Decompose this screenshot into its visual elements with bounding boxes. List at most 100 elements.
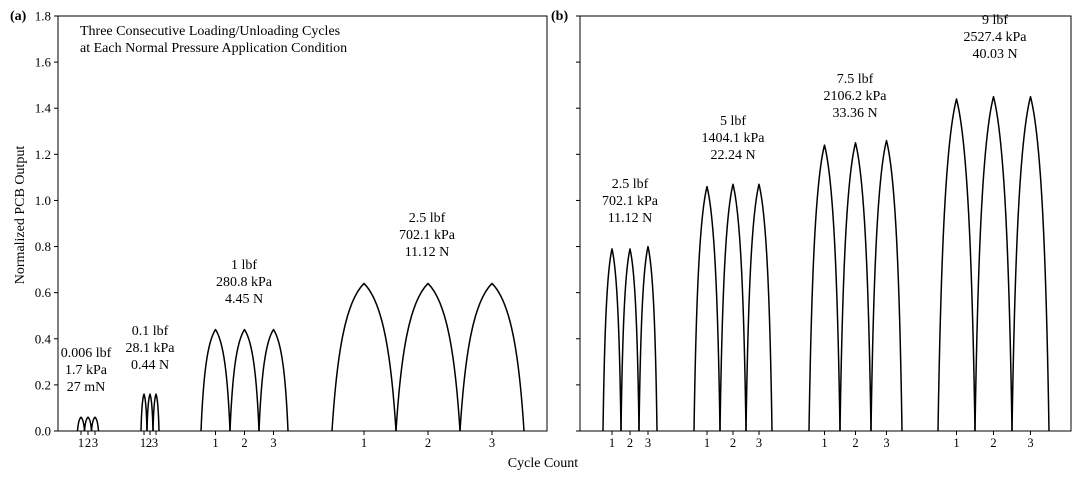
x-tick-label: 2 bbox=[146, 436, 152, 450]
cycle-peak bbox=[83, 416, 93, 432]
x-tick-label: 3 bbox=[489, 436, 495, 450]
x-tick-label: 1 bbox=[953, 436, 959, 450]
x-tick-label: 2 bbox=[730, 436, 736, 450]
y-tick-label: 1.6 bbox=[35, 55, 52, 70]
cycle-peak bbox=[459, 282, 525, 432]
x-tick-label: 1 bbox=[821, 436, 827, 450]
x-tick-label: 1 bbox=[140, 436, 146, 450]
x-tick-label: 2 bbox=[627, 436, 633, 450]
cycle-peak bbox=[808, 144, 841, 432]
cycle-peak bbox=[693, 185, 721, 432]
x-tick-label: 2 bbox=[241, 436, 247, 450]
x-tick-label: 3 bbox=[645, 436, 651, 450]
y-axis-label: Normalized PCB Output bbox=[13, 146, 28, 285]
cycle-peak bbox=[719, 183, 747, 432]
x-tick-label: 2 bbox=[852, 436, 858, 450]
y-tick-label: 0.0 bbox=[35, 424, 51, 439]
panel-a-label: (a) bbox=[10, 9, 27, 24]
group-label: 28.1 kPa bbox=[126, 341, 176, 356]
group-label: 5 lbf bbox=[720, 114, 746, 129]
group-label: 2527.4 kPa bbox=[964, 30, 1028, 45]
group-label: 2106.2 kPa bbox=[824, 89, 888, 104]
cycle-peak bbox=[76, 416, 86, 432]
group-label: 33.36 N bbox=[832, 106, 877, 121]
x-tick-label: 3 bbox=[1027, 436, 1033, 450]
x-tick-label: 1 bbox=[704, 436, 710, 450]
y-tick-label: 0.2 bbox=[35, 377, 51, 392]
cycle-peak bbox=[870, 139, 903, 432]
group-label: 40.03 N bbox=[972, 47, 1017, 62]
group-label: 1.7 kPa bbox=[65, 363, 108, 378]
panel-b-group-labels: 2.5 lbf 702.1 kPa 11.12 N 5 lbf 1404.1 kPa 22… bbox=[602, 13, 1027, 226]
y-tick-label: 1.4 bbox=[35, 101, 52, 116]
panel-a: (a) Three Consecutive Loading/Unloading … bbox=[10, 9, 548, 450]
cycle-peak bbox=[152, 393, 160, 432]
panel-b-curves bbox=[602, 95, 1050, 432]
x-tick-label: 3 bbox=[883, 436, 889, 450]
panel-a-frame bbox=[57, 15, 548, 432]
x-tick-label: 2 bbox=[990, 436, 996, 450]
group-label: 1404.1 kPa bbox=[702, 131, 766, 146]
group-label: 11.12 N bbox=[608, 211, 653, 226]
x-tick-label: 1 bbox=[361, 436, 367, 450]
group-label: 11.12 N bbox=[405, 245, 450, 260]
cycle-peak bbox=[638, 245, 658, 432]
cycle-peak bbox=[937, 98, 976, 432]
x-tick-label: 1 bbox=[78, 436, 84, 450]
group-label: 2.5 lbf bbox=[409, 211, 446, 226]
cycle-peak bbox=[620, 248, 640, 432]
group-label: 0.44 N bbox=[131, 358, 169, 373]
cycle-peak bbox=[745, 183, 773, 432]
group-label: 22.24 N bbox=[710, 148, 755, 163]
y-tick-label: 0.4 bbox=[35, 331, 52, 346]
x-tick-label: 2 bbox=[85, 436, 91, 450]
cycle-peak bbox=[258, 328, 289, 432]
cycle-peak bbox=[200, 328, 231, 432]
cycle-peak bbox=[331, 282, 397, 432]
panel-b-label: (b) bbox=[551, 9, 568, 24]
x-tick-label: 1 bbox=[212, 436, 218, 450]
x-tick-label: 3 bbox=[756, 436, 762, 450]
group-label: 702.1 kPa bbox=[399, 228, 456, 243]
cycle-peak bbox=[602, 248, 622, 432]
group-label: 7.5 lbf bbox=[837, 72, 874, 87]
y-tick-label: 0.8 bbox=[35, 239, 51, 254]
group-label: 2.5 lbf bbox=[612, 177, 649, 192]
cycle-peak bbox=[1011, 95, 1050, 432]
cycle-peak bbox=[146, 393, 154, 432]
group-label: 4.45 N bbox=[225, 292, 263, 307]
x-tick-label: 3 bbox=[92, 436, 98, 450]
group-label: 702.1 kPa bbox=[602, 194, 659, 209]
cycle-peak bbox=[90, 416, 100, 432]
panel-a-curves bbox=[76, 282, 525, 432]
x-tick-label: 3 bbox=[270, 436, 276, 450]
x-tick-label: 3 bbox=[152, 436, 158, 450]
cycle-peak bbox=[839, 142, 872, 432]
y-tick-label: 1.2 bbox=[35, 147, 51, 162]
group-label: 280.8 kPa bbox=[216, 275, 273, 290]
panel-a-annotation-line-2: at Each Normal Pressure Application Cond… bbox=[80, 41, 347, 56]
panel-b-frame bbox=[579, 15, 1072, 432]
group-label: 1 lbf bbox=[231, 258, 257, 273]
panel-a-group-labels: 0.006 lbf 1.7 kPa 27 mN 0.1 lbf 28.1 kPa 0.44… bbox=[61, 211, 456, 395]
group-label: 9 lbf bbox=[982, 13, 1008, 28]
y-tick-label: 1.0 bbox=[35, 193, 51, 208]
cycle-peak bbox=[229, 328, 260, 432]
group-label: 0.006 lbf bbox=[61, 346, 112, 361]
y-tick-label: 1.8 bbox=[35, 9, 51, 24]
group-label: 27 mN bbox=[67, 380, 106, 395]
cycle-peak bbox=[395, 282, 461, 432]
group-label: 0.1 lbf bbox=[132, 324, 169, 339]
x-axis-label: Cycle Count bbox=[508, 456, 578, 471]
panel-a-annotation-line-1: Three Consecutive Loading/Unloading Cycl… bbox=[80, 24, 340, 39]
x-tick-label: 1 bbox=[609, 436, 615, 450]
y-tick-label: 0.6 bbox=[35, 285, 52, 300]
panel-a-y-ticks: 0.0 0.2 0.4 0.6 0.8 1.0 1.2 1.4 1.6 1.8 bbox=[35, 9, 58, 439]
x-tick-label: 2 bbox=[425, 436, 431, 450]
cycle-peak bbox=[974, 95, 1013, 432]
panel-b-y-ticks bbox=[576, 15, 580, 432]
